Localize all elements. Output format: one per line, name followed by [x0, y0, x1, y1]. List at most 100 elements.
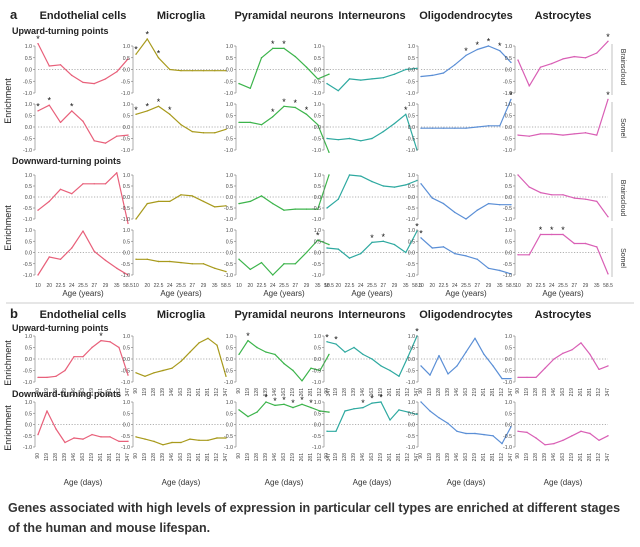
data-point-oligodendrocytes	[474, 337, 476, 339]
data-point-interneurons	[371, 358, 373, 360]
series-line-endothelial	[37, 43, 129, 85]
column-title-pyramidal-b: Pyramidal neurons	[234, 309, 333, 321]
column-title-microglia: Microglia	[157, 10, 206, 22]
x-tick-label: 163	[369, 453, 375, 462]
data-point-interneurons	[416, 230, 418, 232]
data-point-oligodendrocytes	[510, 61, 512, 64]
data-point-oligodendrocytes	[510, 273, 512, 275]
data-point-astrocytes	[528, 186, 530, 188]
data-point-microglia	[180, 261, 182, 264]
y-tick-label: -0.5	[121, 369, 130, 375]
y-tick-label: -1.0	[121, 217, 130, 223]
data-point-pyramidal	[260, 261, 263, 264]
y-tick-label: -0.5	[224, 79, 233, 85]
data-point-endothelial	[104, 142, 107, 144]
y-tick-label: -1.0	[312, 148, 321, 154]
data-point-interneurons	[389, 369, 391, 372]
data-point-pyramidal	[294, 208, 296, 210]
x-tick-label: 35	[114, 283, 120, 289]
data-point-microglia	[214, 267, 216, 269]
x-tick-label: 35	[497, 283, 503, 289]
series-line-oligodendrocytes	[420, 183, 511, 220]
y-tick-label: 1.0	[25, 400, 32, 406]
y-tick-label: -1.0	[23, 91, 32, 97]
y-tick-label: 1.0	[408, 102, 415, 108]
data-point-astrocytes	[528, 85, 530, 87]
x-tick-label: 128	[533, 453, 539, 462]
y-tick-label: 0.5	[314, 411, 321, 417]
data-point-astrocytes	[607, 98, 609, 101]
y-tick-label: 0.0	[123, 125, 130, 131]
significance-star: *	[379, 393, 383, 403]
data-point-interneurons	[407, 356, 409, 358]
significance-star: *	[36, 34, 40, 44]
y-tick-label: 1.0	[123, 44, 130, 50]
x-tick-label: 163	[80, 453, 86, 462]
x-tick-label: 128	[254, 453, 260, 462]
y-tick-label: 1.0	[25, 102, 32, 108]
panel-b-x-label-endothelial: Age (days)	[64, 478, 103, 487]
y-tick-label: 1.0	[226, 228, 233, 234]
x-tick-label: 139	[160, 388, 166, 397]
x-tick-label: 347	[125, 453, 131, 462]
data-point-endothelial	[73, 437, 75, 439]
y-tick-label: -1.0	[23, 445, 32, 451]
data-point-astrocytes	[544, 367, 546, 369]
data-point-endothelial	[71, 110, 73, 112]
data-point-astrocytes	[553, 358, 555, 360]
x-tick-label: 312	[116, 453, 122, 462]
data-point-pyramidal	[283, 209, 285, 211]
subplot-b_down-oligodendrocytes: 1.00.50.0-0.5-1.090 119 128 139 146 163 219 261…	[406, 400, 514, 461]
x-tick-label: 22.5	[56, 283, 66, 289]
y-tick-label: 0.0	[505, 251, 512, 257]
x-tick-label: 146	[272, 388, 278, 397]
series-line-microglia	[135, 105, 227, 134]
y-tick-label: -1.0	[121, 445, 130, 451]
y-tick-label: 0.0	[226, 251, 233, 257]
data-point-interneurons	[393, 73, 396, 75]
y-tick-label: 0.5	[25, 56, 32, 62]
data-point-oligodendrocytes	[429, 410, 431, 412]
y-tick-label: 0.0	[408, 423, 415, 429]
data-point-astrocytes	[553, 442, 555, 445]
data-point-astrocytes	[562, 439, 564, 441]
x-tick-label: 146	[360, 453, 366, 462]
x-tick-label: 35	[315, 283, 321, 289]
significance-star: *	[134, 45, 138, 55]
x-tick-label: 347	[605, 388, 611, 397]
data-point-interneurons	[326, 207, 328, 209]
data-point-oligodendrocytes	[438, 417, 440, 419]
x-tick-label: 163	[281, 453, 287, 462]
x-tick-label: 119	[524, 453, 530, 461]
x-tick-label: 219	[290, 388, 296, 397]
data-point-astrocytes	[551, 133, 553, 135]
data-point-oligodendrocytes	[465, 432, 467, 435]
x-tick-label: 128	[53, 453, 59, 462]
y-tick-label: 0.5	[226, 114, 233, 120]
data-point-astrocytes	[589, 353, 591, 356]
x-tick-label: 58.5	[603, 283, 613, 289]
data-point-interneurons	[371, 78, 373, 80]
y-tick-label: -1.0	[121, 273, 130, 279]
data-point-oligodendrocytes	[492, 435, 494, 437]
y-tick-label: -1.0	[224, 273, 233, 279]
x-tick-label: 22.5	[439, 283, 449, 289]
subplot-a_down_somel-endothelial: 1.00.50.0-0.5-1.010 20 22.5 24 25.5 27 29 35 58.…	[23, 228, 133, 289]
series-line-interneurons	[327, 401, 418, 432]
data-point-microglia	[162, 444, 164, 446]
significance-star: *	[70, 101, 74, 111]
data-point-oligodendrocytes	[454, 252, 456, 255]
data-point-pyramidal	[247, 339, 249, 342]
region-label-brainscloud-down: Brainscloud	[619, 180, 626, 217]
x-tick-label: 58.5	[412, 283, 422, 289]
significance-star: *	[271, 107, 275, 117]
data-point-oligodendrocytes	[501, 377, 503, 380]
data-point-endothelial	[116, 172, 118, 174]
panel-b-down-label: Downward-turning points	[12, 389, 121, 399]
x-tick-label: 27	[474, 283, 480, 289]
x-tick-label: 128	[533, 388, 539, 397]
y-tick-label: 0.5	[505, 56, 512, 62]
panel-a-x-label: Age (years)	[62, 289, 104, 298]
x-tick-label: 219	[187, 453, 193, 462]
x-tick-label: 312	[405, 388, 411, 397]
